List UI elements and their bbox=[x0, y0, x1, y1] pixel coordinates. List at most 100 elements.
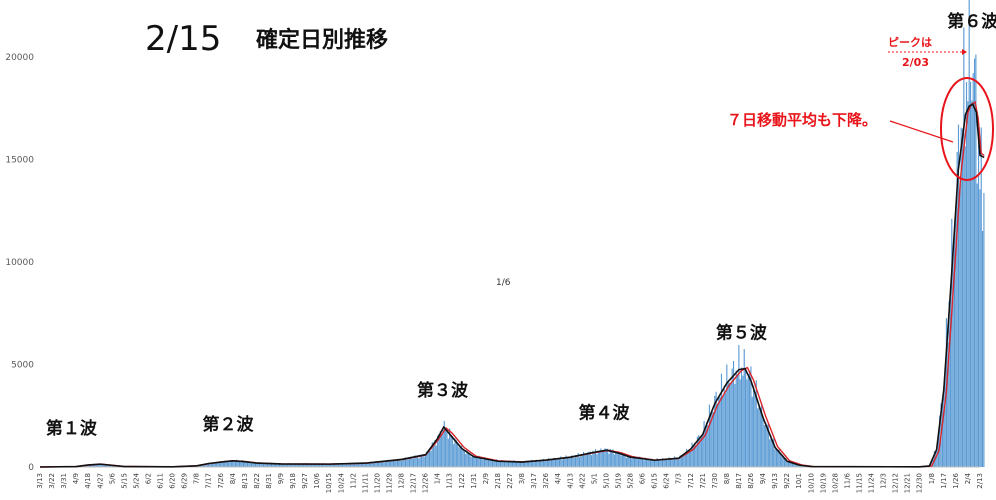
bar bbox=[95, 464, 97, 467]
y-tick-label: 20000 bbox=[5, 53, 34, 63]
bar bbox=[951, 218, 953, 467]
bar bbox=[542, 458, 544, 467]
x-tick-label: 2/9 bbox=[482, 473, 490, 484]
bar bbox=[711, 409, 713, 467]
bar bbox=[570, 455, 573, 467]
bar bbox=[687, 451, 689, 467]
x-tick-label: 9/22 bbox=[783, 473, 791, 489]
bar bbox=[98, 463, 100, 467]
bar bbox=[258, 462, 261, 467]
bar bbox=[746, 379, 748, 467]
bar bbox=[639, 456, 641, 467]
bar bbox=[382, 460, 384, 467]
bar bbox=[220, 461, 222, 467]
bar bbox=[524, 461, 526, 467]
x-tick-label: 11/6 bbox=[843, 472, 851, 488]
x-tick-label: 6/2 bbox=[144, 473, 152, 484]
bar bbox=[218, 461, 220, 467]
bar bbox=[546, 460, 548, 467]
bar bbox=[781, 456, 783, 467]
bar bbox=[229, 460, 231, 467]
bar bbox=[447, 438, 449, 467]
bar bbox=[209, 462, 211, 467]
bar bbox=[351, 463, 353, 467]
bar bbox=[967, 101, 969, 467]
x-tick-label: 6/11 bbox=[157, 473, 165, 489]
bar bbox=[435, 445, 437, 467]
bar bbox=[972, 73, 974, 468]
bar bbox=[538, 461, 540, 467]
bar bbox=[507, 460, 510, 467]
bar bbox=[585, 454, 587, 467]
bar bbox=[289, 464, 291, 467]
bar bbox=[509, 462, 511, 467]
bar bbox=[304, 464, 306, 467]
bar bbox=[445, 429, 447, 467]
bar bbox=[560, 456, 562, 467]
bar bbox=[738, 344, 740, 467]
bar bbox=[609, 448, 611, 467]
bar bbox=[415, 456, 417, 467]
bar bbox=[328, 463, 330, 467]
bar bbox=[582, 451, 585, 467]
bar bbox=[303, 463, 305, 467]
bar bbox=[757, 408, 759, 467]
x-tick-label: 7/21 bbox=[699, 473, 707, 489]
bar bbox=[647, 458, 649, 467]
bar bbox=[643, 460, 645, 467]
bar bbox=[514, 462, 516, 467]
bar bbox=[481, 458, 483, 467]
bar bbox=[216, 462, 218, 467]
bar bbox=[463, 450, 465, 467]
bar bbox=[698, 435, 700, 467]
bar bbox=[710, 413, 712, 467]
moving-average-note: ７日移動平均も下降。 bbox=[727, 111, 877, 129]
bar bbox=[584, 454, 586, 467]
bar bbox=[672, 459, 674, 467]
x-tick-label: 3/22 bbox=[48, 473, 56, 489]
bar bbox=[706, 421, 708, 467]
bar bbox=[483, 457, 486, 467]
peak-date: 2/03 bbox=[902, 56, 929, 69]
bar bbox=[453, 444, 455, 467]
bar bbox=[486, 459, 488, 467]
bar bbox=[104, 464, 107, 467]
bar bbox=[426, 451, 428, 467]
bar bbox=[233, 461, 235, 467]
bar bbox=[574, 454, 577, 467]
bar bbox=[268, 463, 270, 467]
bar bbox=[947, 342, 949, 467]
bar bbox=[666, 459, 668, 467]
bar bbox=[309, 464, 311, 467]
bar bbox=[522, 462, 524, 467]
bar bbox=[975, 54, 977, 468]
bar bbox=[694, 442, 696, 467]
bar bbox=[580, 454, 582, 467]
bar bbox=[503, 461, 506, 467]
bar bbox=[281, 463, 283, 467]
x-tick-label: 7/30 bbox=[711, 473, 719, 489]
bar bbox=[359, 463, 361, 467]
bar bbox=[659, 458, 661, 467]
bar bbox=[684, 453, 686, 467]
bar bbox=[214, 462, 216, 467]
bar bbox=[230, 460, 232, 467]
bar bbox=[651, 458, 653, 467]
bar bbox=[383, 462, 385, 467]
bar bbox=[301, 464, 303, 467]
bar bbox=[241, 460, 243, 467]
bar bbox=[400, 460, 403, 467]
x-tick-label: 1/8 bbox=[928, 473, 936, 484]
bar bbox=[92, 463, 95, 467]
x-tick-label: 5/19 bbox=[614, 473, 622, 489]
bar bbox=[592, 450, 594, 467]
bar bbox=[305, 463, 307, 467]
bar bbox=[331, 464, 333, 467]
bar bbox=[273, 463, 275, 467]
bar bbox=[591, 455, 593, 467]
bar bbox=[552, 459, 554, 467]
bar bbox=[550, 459, 552, 467]
x-axis-ticks: 3/13 3/22 3/31 4/9 4/18 4/27 5/6 5/15 5/24 6/2 6/1… bbox=[36, 472, 984, 493]
x-tick-label: 1/4 bbox=[434, 472, 442, 484]
x-tick-label: 3/17 bbox=[530, 473, 538, 489]
